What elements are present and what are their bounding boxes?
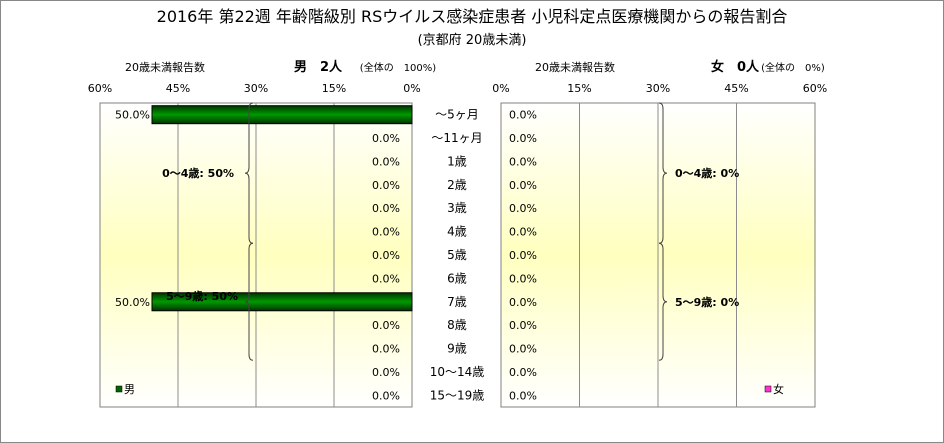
age-category-label: 15～19歳 xyxy=(430,388,485,402)
female-value-label: 0.0% xyxy=(509,155,537,168)
female-brace-0-4 xyxy=(658,102,668,244)
age-category-label: 1歳 xyxy=(447,154,467,168)
male-group-annotation: 5～9歳: 50% xyxy=(166,289,238,303)
male-tick-label: 45% xyxy=(166,82,190,95)
female-legend-swatch xyxy=(764,385,772,393)
male-value-label: 0.0% xyxy=(372,132,400,145)
female-brace-5-9 xyxy=(658,242,668,361)
male-value-label: 50.0% xyxy=(115,109,150,122)
female-value-label: 0.0% xyxy=(509,109,537,122)
female-tick-label: 15% xyxy=(567,82,591,95)
male-group-annotation: 0～4歳: 50% xyxy=(162,166,234,180)
age-category-label: 8歳 xyxy=(447,318,467,332)
male-value-label: 0.0% xyxy=(372,319,400,332)
age-category-label: 7歳 xyxy=(447,295,467,309)
chart-title: 2016年 第22週 年齢階級別 RSウイルス感染症患者 小児科定点医療機関から… xyxy=(156,7,788,26)
male-bar xyxy=(151,105,413,125)
male-value-label: 0.0% xyxy=(372,202,400,215)
female-value-label: 0.0% xyxy=(509,343,537,356)
female-value-label: 0.0% xyxy=(509,319,537,332)
female-value-label: 0.0% xyxy=(509,272,537,285)
female-value-label: 0.0% xyxy=(509,249,537,262)
female-value-label: 0.0% xyxy=(509,202,537,215)
age-category-label: 3歳 xyxy=(447,201,467,215)
female-value-label: 0.0% xyxy=(509,389,537,402)
male-tick-label: 60% xyxy=(88,82,112,95)
male-value-label: 0.0% xyxy=(372,226,400,239)
male-value-label: 0.0% xyxy=(372,179,400,192)
female-group-annotation: 5～9歳: 0% xyxy=(675,295,739,309)
female-tick-label: 60% xyxy=(803,82,827,95)
female-tick-label: 45% xyxy=(724,82,748,95)
male-legend-swatch xyxy=(115,385,123,393)
female-header-count-label: 20歳未満報告数 xyxy=(535,61,615,74)
age-category-label: 9歳 xyxy=(447,342,467,356)
female-header-total: 女 0人 xyxy=(711,59,760,75)
female-value-label: 0.0% xyxy=(509,132,537,145)
male-bar xyxy=(151,292,413,312)
male-brace-5-9 xyxy=(244,242,254,361)
female-group-annotation: 0～4歳: 0% xyxy=(675,166,739,180)
age-category-label: 5歳 xyxy=(447,248,467,262)
female-legend-label: 女 xyxy=(773,382,784,396)
age-category-label: ～5ヶ月 xyxy=(435,108,479,122)
male-value-label: 0.0% xyxy=(372,343,400,356)
male-brace-0-4 xyxy=(244,102,254,244)
male-value-label: 0.0% xyxy=(372,249,400,262)
female-tick-label: 0% xyxy=(492,82,509,95)
female-value-label: 0.0% xyxy=(509,179,537,192)
male-header-share: (全体の 100%) xyxy=(360,61,436,74)
male-value-label: 0.0% xyxy=(372,366,400,379)
age-category-label: ～11ヶ月 xyxy=(431,131,482,145)
male-tick-label: 30% xyxy=(244,82,268,95)
male-value-label: 50.0% xyxy=(115,296,150,309)
male-header-total: 男 2人 xyxy=(294,59,343,75)
age-category-label: 4歳 xyxy=(447,225,467,239)
male-value-label: 0.0% xyxy=(372,155,400,168)
female-value-label: 0.0% xyxy=(509,296,537,309)
male-header-count-label: 20歳未満報告数 xyxy=(125,61,205,74)
female-value-label: 0.0% xyxy=(509,366,537,379)
male-legend-label: 男 xyxy=(124,383,135,396)
age-category-label: 2歳 xyxy=(447,178,467,192)
male-tick-label: 0% xyxy=(403,82,420,95)
male-tick-label: 15% xyxy=(322,82,346,95)
age-category-label: 6歳 xyxy=(447,271,467,285)
female-tick-label: 30% xyxy=(646,82,670,95)
chart-subtitle: (京都府 20歳未満) xyxy=(417,33,527,48)
female-value-label: 0.0% xyxy=(509,226,537,239)
male-value-label: 0.0% xyxy=(372,389,400,402)
female-header-share: (全体の 0%) xyxy=(761,61,825,74)
age-category-label: 10～14歳 xyxy=(430,365,485,379)
male-value-label: 0.0% xyxy=(372,272,400,285)
